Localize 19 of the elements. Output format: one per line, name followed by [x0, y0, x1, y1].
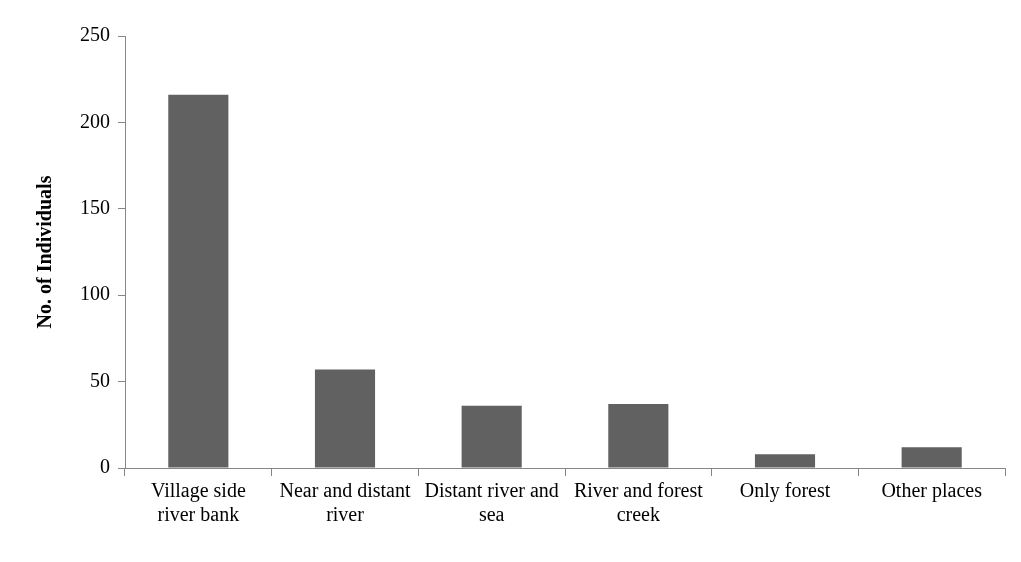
bar	[901, 447, 962, 468]
y-tick-label: 150	[80, 196, 110, 219]
y-tick-label: 100	[80, 282, 110, 305]
x-tick-label: Only forest	[739, 479, 831, 503]
x-tick-label: Other places	[881, 479, 983, 503]
x-tick-label: Village side river bank	[150, 479, 246, 526]
bar	[314, 369, 376, 468]
y-tick-label: 200	[80, 109, 110, 132]
bar	[754, 454, 816, 468]
y-axis-title: No. of Individuals	[33, 175, 56, 329]
x-tick-label: Near and distant river	[279, 479, 411, 526]
bar	[608, 404, 669, 468]
y-tick-label: 50	[90, 368, 110, 391]
x-tick-label: River and forest creek	[573, 479, 704, 526]
bar	[461, 405, 522, 468]
y-tick-label: 250	[80, 23, 110, 46]
x-tick-label: Distant river and sea	[424, 479, 559, 526]
bar	[168, 94, 229, 468]
y-tick-label: 0	[100, 455, 110, 478]
